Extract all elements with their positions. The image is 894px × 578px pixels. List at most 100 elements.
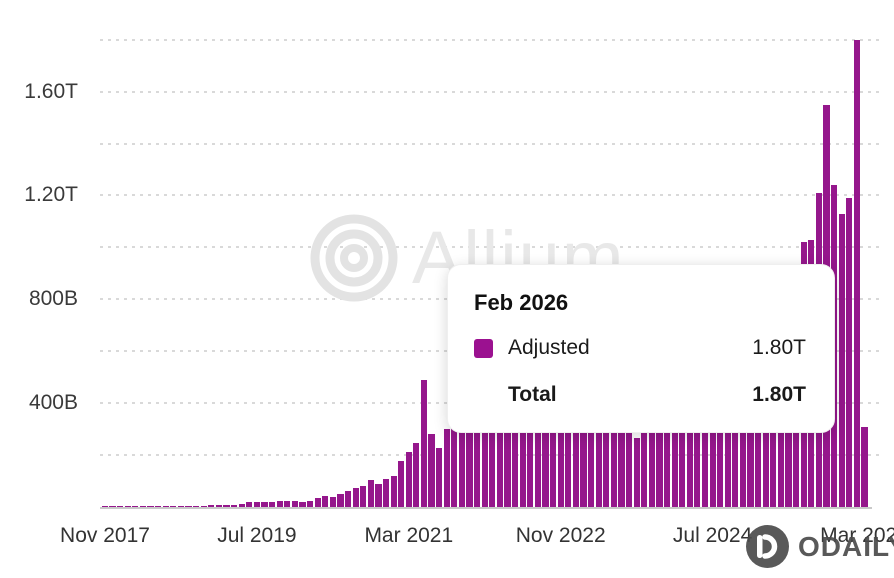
bar[interactable] — [299, 501, 306, 507]
bar[interactable] — [276, 500, 283, 507]
bar[interactable] — [580, 392, 587, 507]
bar[interactable] — [200, 505, 207, 507]
bar[interactable] — [405, 451, 412, 507]
bar[interactable] — [261, 502, 268, 507]
bar[interactable] — [709, 361, 716, 507]
bar[interactable] — [223, 504, 230, 507]
bar[interactable] — [436, 448, 443, 507]
bar[interactable] — [861, 426, 868, 507]
gridline — [100, 194, 884, 197]
bar[interactable] — [587, 361, 595, 507]
bar[interactable] — [420, 379, 428, 507]
bar[interactable] — [413, 443, 420, 507]
bar[interactable] — [193, 505, 200, 507]
bar[interactable] — [117, 506, 124, 507]
x-tick-label: Mar 2021 — [364, 524, 454, 547]
bar[interactable] — [268, 501, 276, 507]
x-axis-line — [100, 507, 872, 509]
bar[interactable] — [671, 361, 678, 507]
bar[interactable] — [489, 429, 496, 507]
y-tick-label: 1.60T — [24, 79, 78, 103]
y-tick-label: 400B — [28, 391, 78, 415]
bar[interactable] — [170, 505, 177, 507]
bar[interactable] — [360, 485, 367, 507]
bar[interactable] — [717, 364, 724, 507]
bar[interactable] — [458, 413, 466, 507]
bar[interactable] — [451, 421, 458, 507]
bar[interactable] — [109, 506, 116, 507]
bar[interactable] — [306, 501, 314, 507]
bar[interactable] — [367, 479, 374, 507]
tooltip-row-adjusted: Adjusted 1.80T — [474, 333, 806, 363]
bar[interactable] — [428, 434, 435, 507]
bar[interactable] — [512, 364, 519, 507]
bar[interactable] — [550, 395, 557, 507]
bar[interactable] — [246, 501, 253, 507]
y-tick-label: 1.20T — [24, 183, 78, 207]
bar[interactable] — [694, 361, 701, 507]
bar[interactable] — [291, 501, 298, 507]
bar[interactable] — [215, 505, 222, 507]
bar[interactable] — [656, 377, 663, 507]
bar[interactable] — [648, 382, 655, 507]
bar[interactable] — [474, 403, 481, 507]
gridline — [100, 142, 884, 145]
bar[interactable] — [284, 501, 291, 507]
bar[interactable] — [329, 496, 336, 507]
bar[interactable] — [724, 359, 731, 507]
bar[interactable] — [633, 438, 640, 507]
tooltip-row-total: Total 1.80T — [474, 380, 806, 410]
bar[interactable] — [314, 497, 321, 507]
bar[interactable] — [565, 390, 572, 507]
bar[interactable] — [382, 479, 390, 507]
bar[interactable] — [603, 390, 610, 507]
bar[interactable] — [337, 494, 344, 507]
bar[interactable] — [846, 198, 853, 507]
y-tick-label: 800B — [28, 287, 78, 311]
bar[interactable] — [162, 505, 169, 507]
bar[interactable] — [344, 490, 352, 507]
x-tick-label: Nov 2017 — [60, 524, 150, 547]
bar[interactable] — [641, 392, 648, 507]
bar[interactable] — [496, 392, 504, 507]
bar[interactable] — [185, 505, 192, 507]
bar[interactable] — [572, 397, 579, 507]
bar[interactable] — [352, 488, 359, 507]
adjusted-series-swatch — [474, 338, 493, 358]
bar[interactable] — [322, 495, 329, 507]
bar[interactable] — [557, 372, 564, 507]
bar[interactable] — [124, 506, 131, 507]
bar[interactable] — [253, 502, 260, 507]
bar[interactable] — [398, 461, 405, 507]
bar[interactable] — [701, 366, 709, 507]
bar[interactable] — [231, 504, 238, 507]
bar[interactable] — [155, 505, 162, 507]
bar[interactable] — [147, 506, 154, 507]
bar[interactable] — [208, 505, 215, 507]
bar[interactable] — [481, 395, 488, 507]
tooltip-row-label: Total — [508, 383, 557, 406]
bar[interactable] — [504, 387, 511, 507]
bar[interactable] — [132, 506, 139, 507]
bar[interactable] — [375, 484, 382, 507]
bar[interactable] — [238, 504, 245, 507]
bar[interactable] — [853, 39, 860, 507]
bar[interactable] — [618, 397, 625, 507]
bar[interactable] — [527, 403, 534, 507]
bar[interactable] — [466, 397, 473, 507]
bar[interactable] — [542, 397, 549, 507]
bar[interactable] — [443, 429, 450, 507]
bar[interactable] — [101, 506, 109, 507]
bar[interactable] — [663, 372, 671, 507]
bar[interactable] — [610, 395, 617, 507]
bar[interactable] — [625, 400, 633, 507]
bar[interactable] — [139, 506, 147, 507]
bar[interactable] — [838, 213, 845, 507]
bar[interactable] — [519, 382, 526, 507]
x-tick-label: Jul 2024 — [672, 524, 753, 547]
bar[interactable] — [177, 505, 185, 507]
bar[interactable] — [390, 475, 397, 507]
bar[interactable] — [595, 382, 602, 507]
bar[interactable] — [534, 405, 541, 507]
tooltip-title: Feb 2026 — [474, 290, 569, 315]
